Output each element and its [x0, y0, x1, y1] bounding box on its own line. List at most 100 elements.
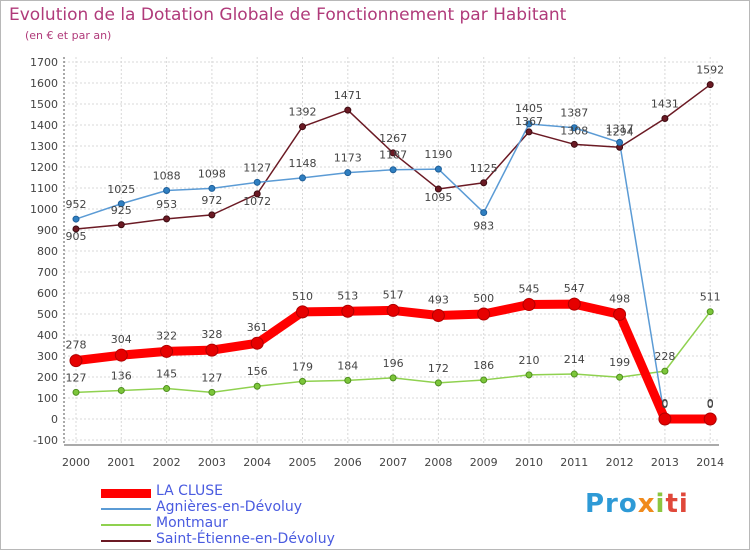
- data-label: 172: [428, 362, 449, 375]
- data-label: 498: [609, 292, 630, 305]
- chart-subtitle: (en € et par an): [25, 29, 112, 42]
- data-point: [117, 221, 125, 229]
- data-point: [163, 215, 171, 223]
- data-label: 1267: [379, 132, 407, 145]
- data-label: 1072: [243, 195, 271, 208]
- data-point: [431, 308, 445, 322]
- y-tick-label: 0: [51, 413, 58, 426]
- data-label: 1471: [334, 89, 362, 102]
- data-point: [480, 209, 488, 217]
- data-point: [72, 388, 80, 396]
- data-label: 1392: [289, 106, 317, 119]
- x-tick-label: 2002: [153, 456, 181, 469]
- data-label: 513: [337, 289, 358, 302]
- data-label: 210: [519, 354, 540, 367]
- y-tick-label: 600: [37, 287, 58, 300]
- y-tick-label: 1300: [30, 140, 58, 153]
- data-point: [522, 298, 536, 312]
- legend-label: LA CLUSE: [156, 483, 224, 499]
- data-point: [389, 374, 397, 382]
- data-point: [567, 297, 581, 311]
- data-label: 952: [66, 198, 87, 211]
- y-tick-label: 500: [37, 308, 58, 321]
- data-label: 1187: [379, 149, 407, 162]
- y-tick-label: 200: [37, 371, 58, 384]
- data-point: [706, 81, 714, 89]
- data-point: [69, 354, 83, 368]
- data-label: 1405: [515, 102, 543, 115]
- data-point: [208, 388, 216, 396]
- legend-label: Montmaur: [156, 515, 228, 531]
- y-tick-label: 1500: [30, 98, 58, 111]
- data-point: [661, 114, 669, 122]
- data-label: 1367: [515, 115, 543, 128]
- x-tick-label: 2005: [289, 456, 317, 469]
- data-label: 925: [111, 204, 132, 217]
- legend-swatch: [101, 524, 151, 526]
- data-label: 127: [66, 371, 87, 384]
- data-label: 1125: [470, 162, 498, 175]
- x-tick-label: 2004: [243, 456, 271, 469]
- data-label: 1148: [289, 157, 317, 170]
- data-label: 1592: [696, 64, 724, 77]
- y-tick-label: 900: [37, 224, 58, 237]
- y-tick-label: 300: [37, 350, 58, 363]
- data-point: [661, 367, 669, 375]
- legend-label: Saint-Étienne-en-Dévoluy: [156, 531, 335, 547]
- data-label: 304: [111, 333, 132, 346]
- data-point: [703, 412, 717, 426]
- data-point: [253, 190, 261, 198]
- data-label: 214: [564, 353, 585, 366]
- y-tick-label: 800: [37, 245, 58, 258]
- x-tick-label: 2003: [198, 456, 226, 469]
- x-tick-label: 2006: [334, 456, 362, 469]
- data-label: 1387: [560, 107, 588, 120]
- data-point: [434, 165, 442, 173]
- data-label: 361: [247, 321, 268, 334]
- data-label: 328: [201, 328, 222, 341]
- data-label: 1308: [560, 124, 588, 137]
- data-point: [163, 187, 171, 195]
- data-point: [250, 336, 264, 350]
- data-point: [299, 377, 306, 385]
- data-point: [114, 348, 128, 362]
- x-tick-label: 2000: [62, 456, 90, 469]
- data-label: 1127: [243, 161, 271, 174]
- data-label: 186: [473, 359, 494, 372]
- x-tick-label: 2010: [515, 456, 543, 469]
- data-point: [570, 370, 578, 378]
- data-label: 1431: [651, 97, 679, 110]
- data-point: [117, 386, 125, 394]
- data-point: [344, 106, 352, 114]
- data-label: 493: [428, 293, 449, 306]
- data-label: 1190: [424, 148, 452, 161]
- data-label: 545: [519, 283, 540, 296]
- data-label: 199: [609, 356, 630, 369]
- data-point: [163, 385, 171, 393]
- data-label: 228: [654, 350, 675, 363]
- data-label: 0: [707, 398, 714, 411]
- data-point: [72, 225, 80, 233]
- data-label: 1025: [107, 183, 135, 196]
- x-tick-label: 2011: [560, 456, 588, 469]
- y-tick-label: -100: [33, 434, 58, 447]
- data-label: 983: [473, 220, 494, 233]
- data-label: 278: [66, 339, 87, 352]
- y-tick-label: 1700: [30, 56, 58, 69]
- x-tick-label: 2007: [379, 456, 407, 469]
- data-label: 1098: [198, 167, 226, 180]
- data-point: [299, 174, 306, 182]
- y-tick-label: 1000: [30, 203, 58, 216]
- x-tick-label: 2008: [424, 456, 452, 469]
- data-point: [570, 140, 578, 148]
- data-label: 1317: [606, 122, 634, 135]
- x-tick-label: 2014: [696, 456, 724, 469]
- y-tick-label: 400: [37, 329, 58, 342]
- y-tick-label: 1100: [30, 182, 58, 195]
- data-point: [706, 308, 714, 316]
- data-point: [208, 211, 216, 219]
- data-label: 145: [156, 368, 177, 381]
- chart-title: Evolution de la Dotation Globale de Fonc…: [9, 5, 567, 25]
- data-point: [344, 376, 352, 384]
